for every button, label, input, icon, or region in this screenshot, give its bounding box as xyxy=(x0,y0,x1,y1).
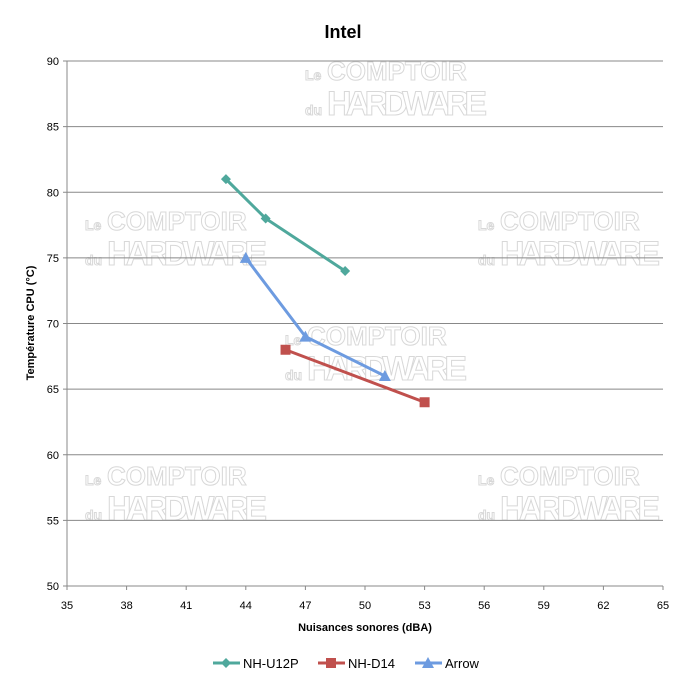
x-tick-label: 44 xyxy=(240,600,252,612)
y-tick-label: 80 xyxy=(47,187,59,199)
x-tick-label: 53 xyxy=(418,600,430,612)
data-point xyxy=(299,330,312,342)
x-axis-label: Nuisances sonores (dBA) xyxy=(298,622,432,634)
watermark-du: du xyxy=(85,507,102,523)
y-axis-label: Température CPU (°C) xyxy=(25,265,37,380)
y-tick-label: 50 xyxy=(47,581,59,593)
watermark-hardware: HARDWARE xyxy=(327,85,487,123)
watermark-hardware: HARDWARE xyxy=(500,235,660,273)
series-line-nh-d14 xyxy=(285,348,426,404)
y-tick-label: 85 xyxy=(47,122,59,134)
x-tick-label: 47 xyxy=(299,600,311,612)
x-tick-label: 56 xyxy=(478,600,490,612)
watermark-hardware: HARDWARE xyxy=(107,490,267,528)
x-tick-label: 38 xyxy=(120,600,132,612)
watermark-le: Le xyxy=(478,472,495,488)
legend-label: NH-D14 xyxy=(348,656,395,671)
data-point xyxy=(239,251,252,263)
watermark-du: du xyxy=(285,367,302,383)
legend-marker xyxy=(326,658,336,668)
y-tick-label: 65 xyxy=(47,384,59,396)
watermark-le: Le xyxy=(305,67,322,83)
legend-label: NH-U12P xyxy=(243,656,299,671)
x-tick-label: 35 xyxy=(61,600,73,612)
watermark-le: Le xyxy=(85,217,102,233)
chart-title: Intel xyxy=(324,22,361,42)
watermark-comptoir: COMPTOIR xyxy=(500,461,640,491)
watermark-hardware: HARDWARE xyxy=(307,350,467,388)
data-point xyxy=(280,344,291,355)
watermark-comptoir: COMPTOIR xyxy=(107,461,247,491)
legend-marker xyxy=(422,657,434,668)
y-tick-label: 90 xyxy=(47,56,59,68)
watermark-comptoir: COMPTOIR xyxy=(500,206,640,236)
legend-label: Arrow xyxy=(445,656,480,671)
watermark-du: du xyxy=(478,252,495,268)
legend-marker xyxy=(221,658,231,668)
watermark-le: Le xyxy=(478,217,495,233)
watermark-hardware: HARDWARE xyxy=(500,490,660,528)
x-tick-label: 65 xyxy=(657,600,669,612)
watermark-comptoir: COMPTOIR xyxy=(307,321,447,351)
watermark-du: du xyxy=(85,252,102,268)
watermark-comptoir: COMPTOIR xyxy=(107,206,247,236)
x-tick-label: 59 xyxy=(538,600,550,612)
watermark-le: Le xyxy=(85,472,102,488)
data-point xyxy=(419,397,430,408)
x-tick-label: 41 xyxy=(180,600,192,612)
y-tick-label: 70 xyxy=(47,319,59,331)
watermark-du: du xyxy=(305,102,322,118)
y-tick-label: 75 xyxy=(47,253,59,265)
y-tick-label: 60 xyxy=(47,450,59,462)
y-tick-label: 55 xyxy=(47,515,59,527)
x-tick-label: 50 xyxy=(359,600,371,612)
watermark-du: du xyxy=(478,507,495,523)
watermark-le: Le xyxy=(285,332,302,348)
x-tick-label: 62 xyxy=(597,600,609,612)
data-point xyxy=(220,174,231,185)
data-point xyxy=(378,370,391,381)
data-point xyxy=(260,213,271,224)
data-point xyxy=(340,266,351,276)
watermark-hardware: HARDWARE xyxy=(107,235,267,273)
